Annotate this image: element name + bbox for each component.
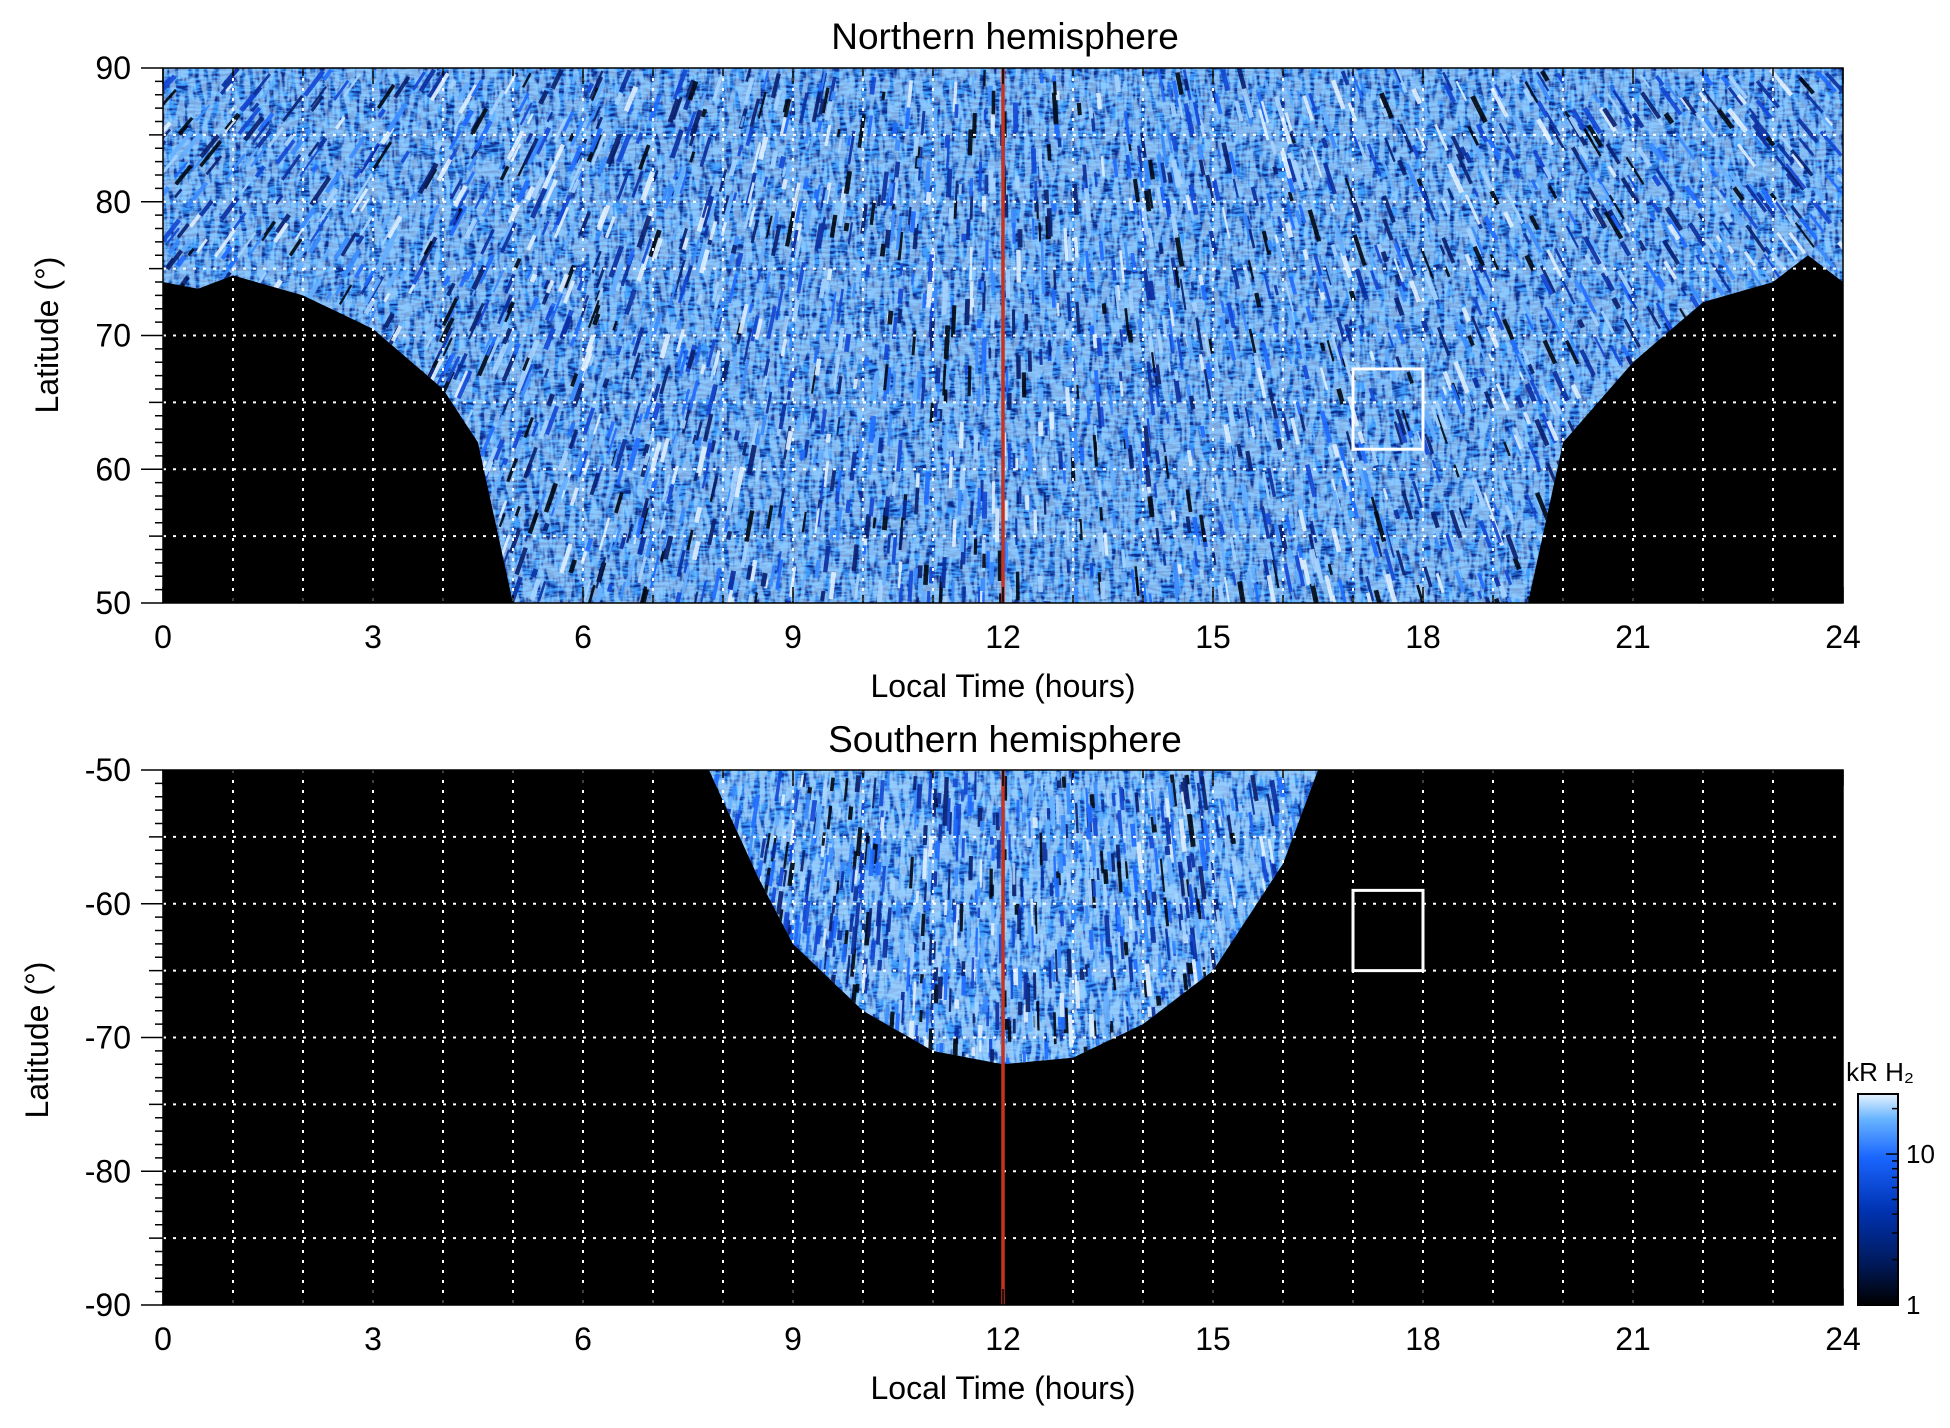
southern-hemisphere-panel: Southern hemisphere 0 3 6 9 12 15 18 21 24 -90 -8… <box>19 719 1861 1406</box>
x-tick-label: 6 <box>574 1321 592 1357</box>
x-axis-label: Local Time (hours) <box>871 1370 1136 1406</box>
x-tick-label: 18 <box>1405 619 1441 655</box>
x-tick-label: 24 <box>1825 619 1861 655</box>
x-tick-label: 12 <box>985 619 1021 655</box>
y-tick-label: -50 <box>85 752 131 788</box>
x-tick-label: 15 <box>1195 1321 1231 1357</box>
panel-title: Southern hemisphere <box>828 719 1182 760</box>
x-tick-label: 9 <box>784 619 802 655</box>
x-tick-label: 3 <box>364 619 382 655</box>
y-tick-label: -80 <box>85 1153 131 1189</box>
x-tick-label: 15 <box>1195 619 1231 655</box>
y-axis-label: Latitude (°) <box>19 962 55 1119</box>
x-tick-label: 21 <box>1615 619 1651 655</box>
y-tick-label: -70 <box>85 1020 131 1056</box>
x-tick-label: 12 <box>985 1321 1021 1357</box>
y-axis: -90 -80 -70 -60 -50 <box>85 752 163 1323</box>
x-tick-label: 0 <box>154 1321 172 1357</box>
y-tick-label: -60 <box>85 886 131 922</box>
y-tick-label: 60 <box>95 451 131 487</box>
x-tick-label: 24 <box>1825 1321 1861 1357</box>
colorbar-tick-label: 1 <box>1906 1290 1920 1320</box>
colorbar-tick-label: 10 <box>1906 1139 1935 1169</box>
x-tick-label: 0 <box>154 619 172 655</box>
y-tick-label: 80 <box>95 184 131 220</box>
x-axis-label: Local Time (hours) <box>871 668 1136 704</box>
colorbar: kR H₂ 1 10 <box>1846 1057 1935 1320</box>
x-tick-label: 9 <box>784 1321 802 1357</box>
x-tick-label: 18 <box>1405 1321 1441 1357</box>
y-tick-label: 90 <box>95 50 131 86</box>
x-tick-label: 6 <box>574 619 592 655</box>
y-tick-label: 70 <box>95 318 131 354</box>
panel-title: Northern hemisphere <box>831 16 1179 57</box>
y-axis-label: Latitude (°) <box>29 257 65 414</box>
x-tick-label: 21 <box>1615 1321 1651 1357</box>
northern-hemisphere-panel: Northern hemisphere 0 3 6 9 12 15 18 21 24 50 60 7… <box>29 16 1861 704</box>
colorbar-label: kR H₂ <box>1846 1057 1914 1087</box>
y-axis: 50 60 70 80 90 <box>95 50 163 621</box>
y-tick-label: 50 <box>95 585 131 621</box>
y-tick-label: -90 <box>85 1287 131 1323</box>
x-tick-label: 3 <box>364 1321 382 1357</box>
